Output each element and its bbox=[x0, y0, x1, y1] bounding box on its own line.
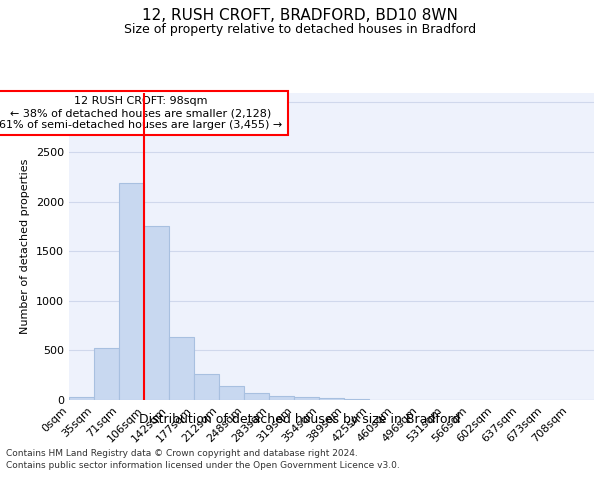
Bar bbox=[319, 398, 344, 400]
Bar bbox=[119, 183, 144, 400]
Bar bbox=[244, 393, 269, 400]
Text: 12 RUSH CROFT: 98sqm
← 38% of detached houses are smaller (2,128)
61% of semi-de: 12 RUSH CROFT: 98sqm ← 38% of detached h… bbox=[0, 96, 282, 130]
Text: Distribution of detached houses by size in Bradford: Distribution of detached houses by size … bbox=[139, 412, 461, 426]
Bar bbox=[69, 397, 94, 400]
Bar bbox=[344, 399, 369, 400]
Text: 12, RUSH CROFT, BRADFORD, BD10 8WN: 12, RUSH CROFT, BRADFORD, BD10 8WN bbox=[142, 8, 458, 22]
Bar bbox=[144, 226, 169, 400]
Text: Contains public sector information licensed under the Open Government Licence v3: Contains public sector information licen… bbox=[6, 461, 400, 470]
Bar bbox=[269, 396, 294, 400]
Bar bbox=[294, 397, 319, 400]
Text: Contains HM Land Registry data © Crown copyright and database right 2024.: Contains HM Land Registry data © Crown c… bbox=[6, 448, 358, 458]
Bar bbox=[194, 374, 219, 400]
Bar bbox=[169, 336, 194, 400]
Bar bbox=[94, 348, 119, 400]
Y-axis label: Number of detached properties: Number of detached properties bbox=[20, 158, 31, 334]
Bar bbox=[219, 386, 244, 400]
Text: Size of property relative to detached houses in Bradford: Size of property relative to detached ho… bbox=[124, 22, 476, 36]
